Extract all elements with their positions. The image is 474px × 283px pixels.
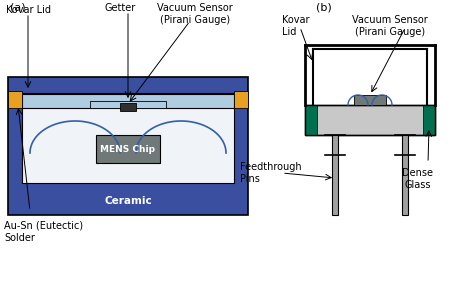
Bar [305,105,435,135]
Text: Ceramic: Ceramic [104,196,152,206]
Text: (b): (b) [316,3,332,13]
Text: Vacuum Sensor
(Pirani Gauge): Vacuum Sensor (Pirani Gauge) [157,3,233,25]
Bar [120,103,136,111]
Text: (a): (a) [10,3,26,13]
Bar [305,105,317,135]
Bar [234,91,248,108]
Text: Getter: Getter [104,3,136,13]
Text: Feedthrough
Pins: Feedthrough Pins [240,162,301,184]
Bar [22,94,234,108]
Bar [96,135,160,163]
Text: Kovar
Lid: Kovar Lid [282,15,310,37]
Text: MENS Chip: MENS Chip [100,145,155,153]
Text: Dense
Glass: Dense Glass [402,168,434,190]
Bar [8,77,248,215]
Bar [354,95,386,105]
Bar [423,105,435,135]
Bar [332,135,338,215]
Text: Vacuum Sensor
(Pirani Gauge): Vacuum Sensor (Pirani Gauge) [352,15,428,37]
Bar [305,105,435,135]
Bar [8,91,22,108]
Bar [90,101,166,108]
Text: Au-Sn (Eutectic)
Solder: Au-Sn (Eutectic) Solder [4,221,83,243]
Bar [402,135,408,215]
Bar [22,93,234,183]
Text: Kovar Lid: Kovar Lid [6,5,51,15]
